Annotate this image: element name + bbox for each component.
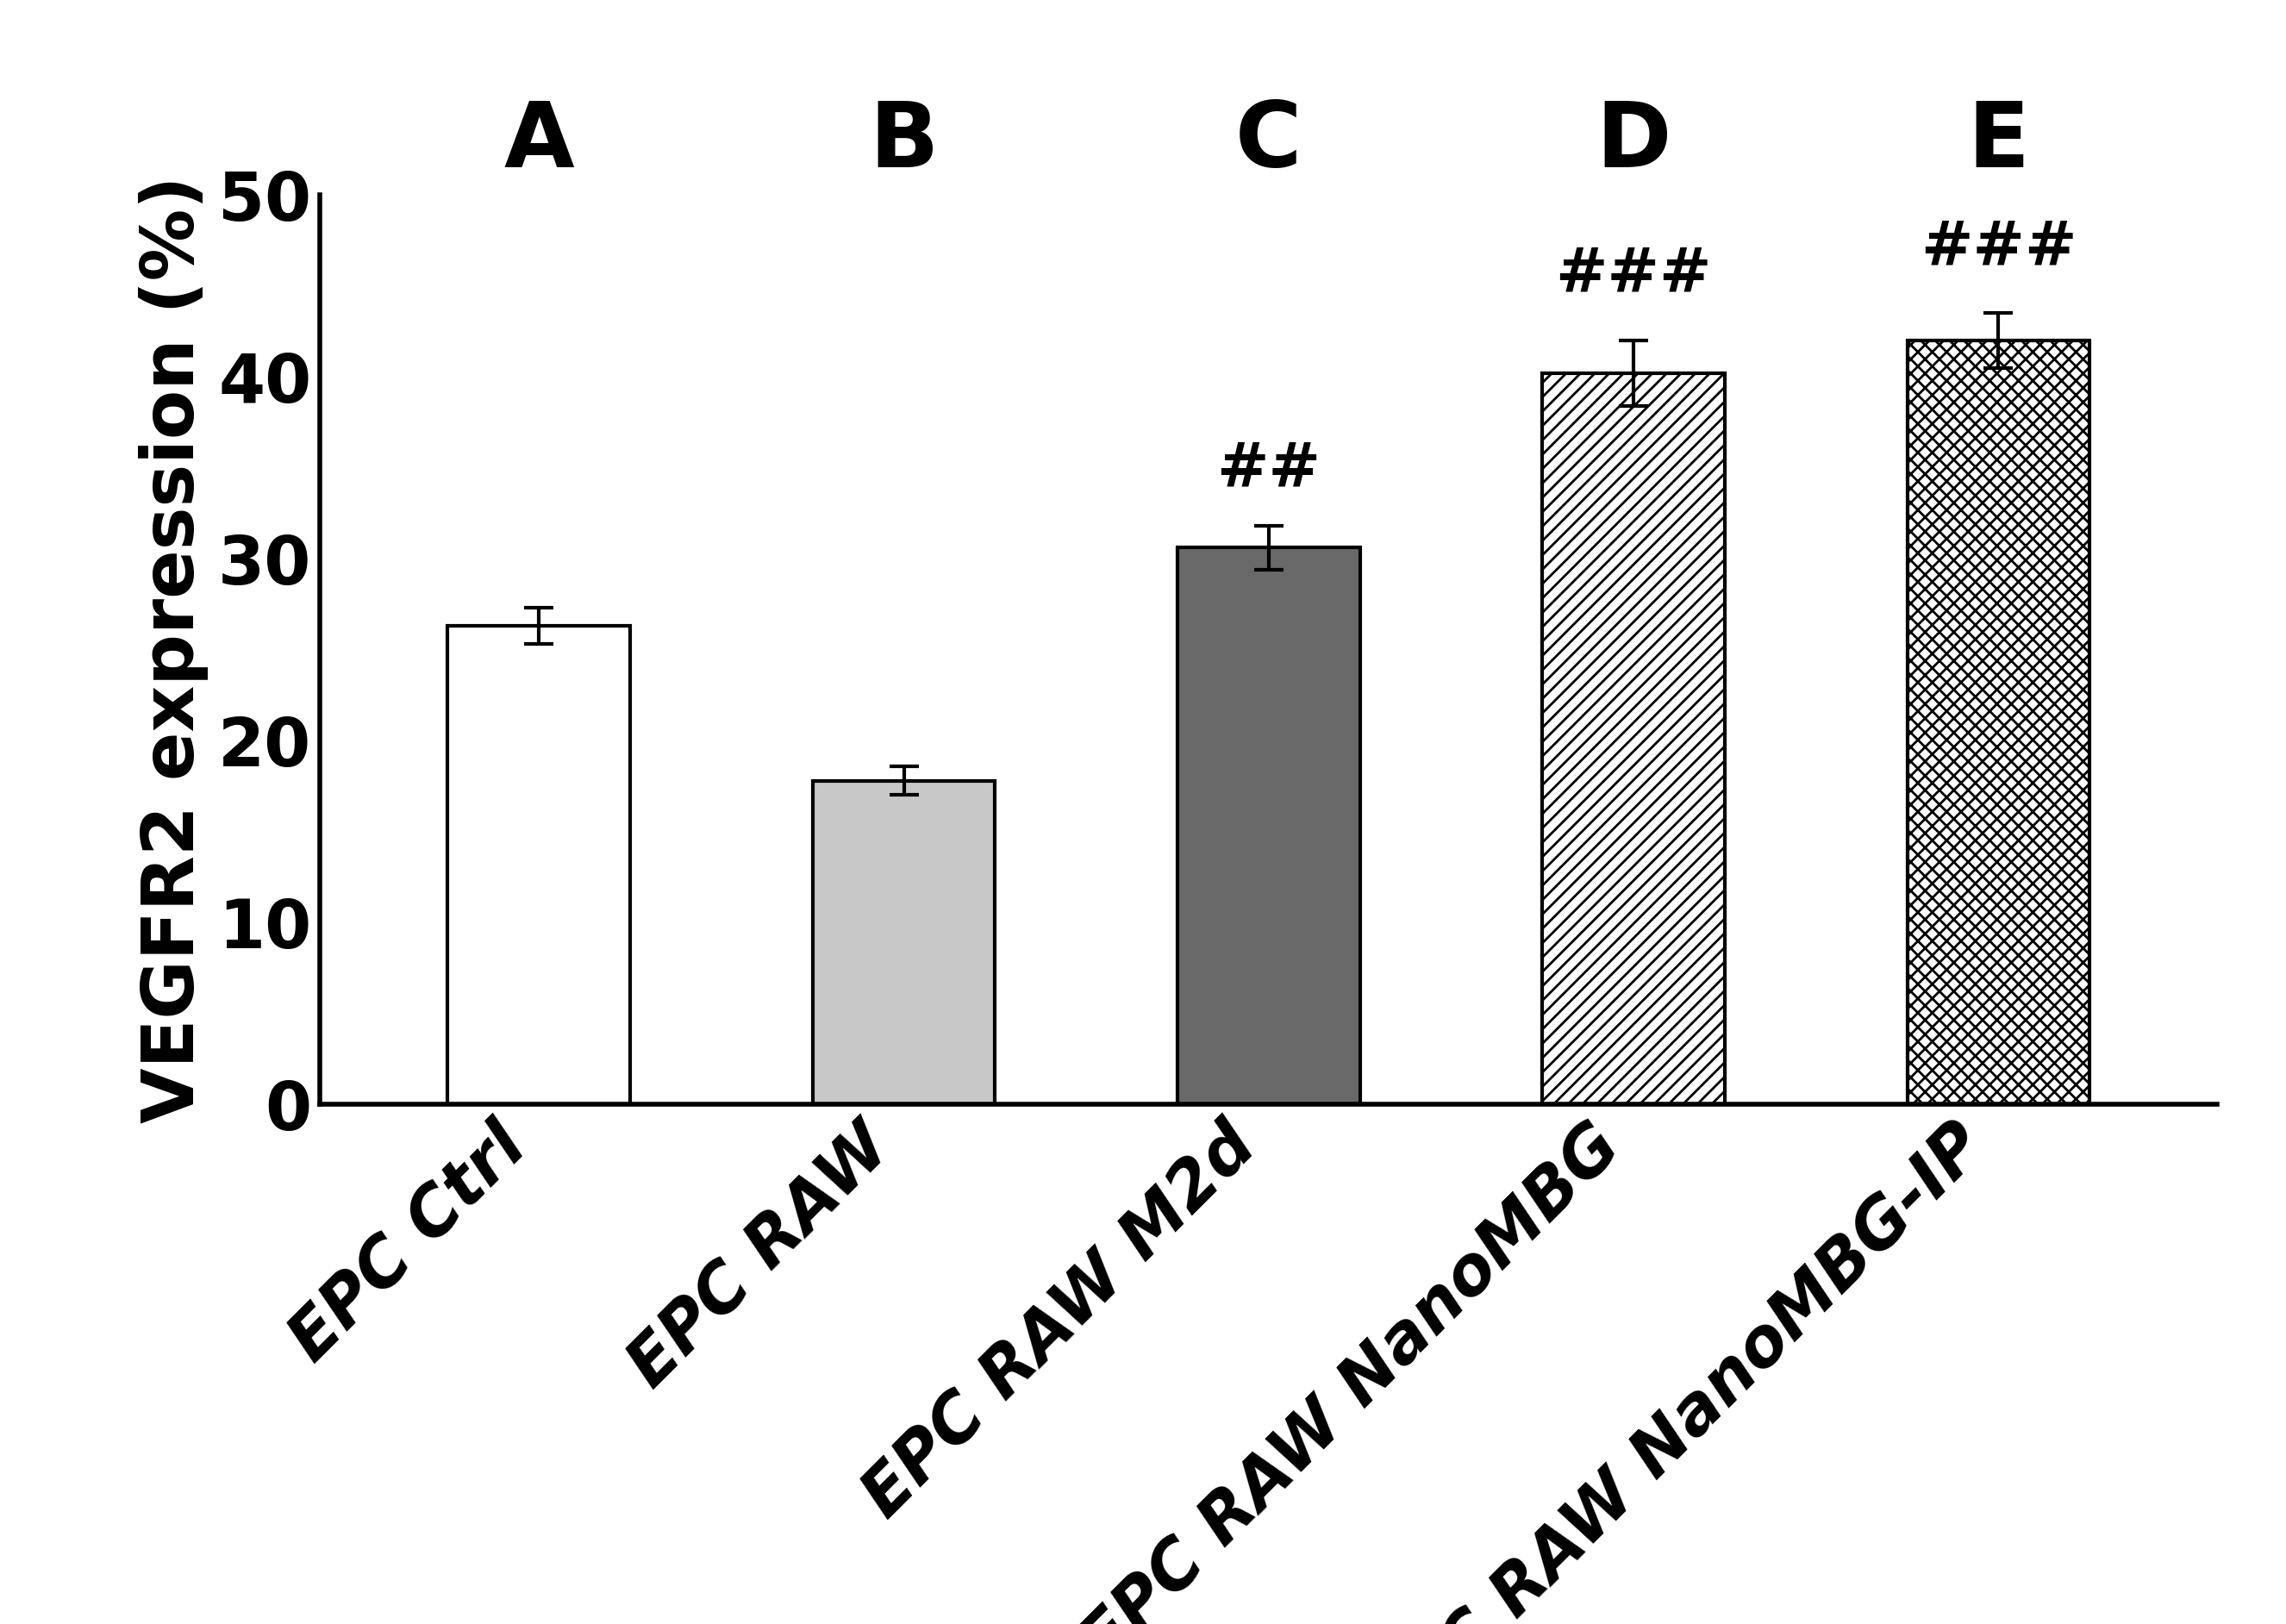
Text: ###: ### <box>1554 245 1712 304</box>
Text: B: B <box>869 97 940 185</box>
Y-axis label: VEGFR2 expression (%): VEGFR2 expression (%) <box>139 175 208 1124</box>
Bar <box>1907 341 2089 1104</box>
Text: ###: ### <box>1920 218 2076 276</box>
Text: C: C <box>1234 97 1303 185</box>
Text: A: A <box>503 97 574 185</box>
Bar <box>1177 547 1360 1104</box>
Bar <box>1543 374 1726 1104</box>
Text: ##: ## <box>1216 438 1321 499</box>
Bar <box>448 625 631 1104</box>
Text: E: E <box>1968 97 2030 185</box>
Text: D: D <box>1596 97 1671 185</box>
Bar <box>812 781 994 1104</box>
